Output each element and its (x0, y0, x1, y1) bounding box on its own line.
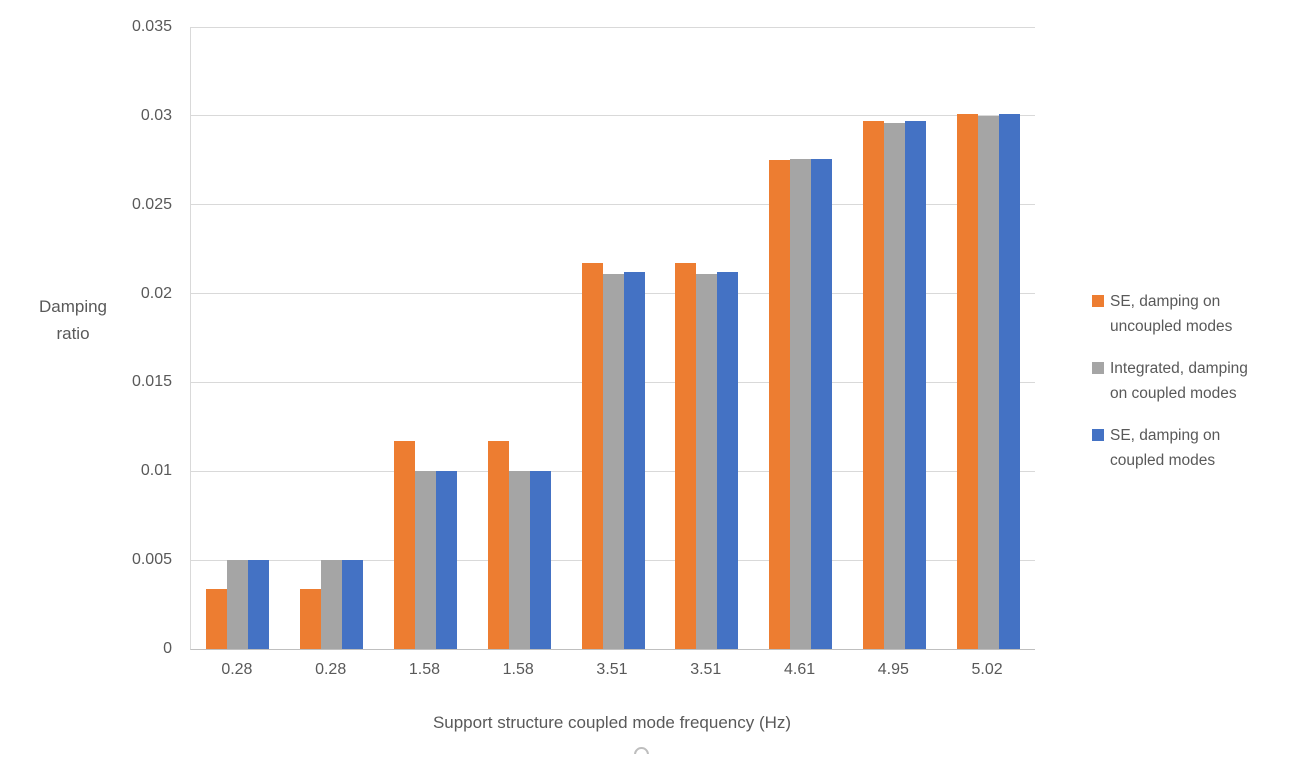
bar-series2-group5 (602, 274, 624, 649)
bar-series3-group4 (529, 471, 551, 649)
legend-item-3: SE, damping on coupled modes (1092, 423, 1296, 473)
x-tick-label: 1.58 (502, 661, 534, 678)
gridline (191, 115, 1035, 117)
cropped-text-fragment (633, 747, 649, 754)
bar-series2-group3 (414, 471, 436, 649)
bar-series3-group1 (248, 560, 270, 649)
y-axis-title: Damping ratio (38, 297, 108, 343)
y-tick-label: 0.02 (140, 284, 172, 302)
bar-series1-group6 (675, 263, 697, 649)
bar-series3-group3 (435, 471, 457, 649)
bar-series3-group7 (811, 158, 833, 649)
gridline (191, 26, 1035, 28)
y-tick-label: 0.015 (131, 373, 172, 391)
legend-label: SE, damping on coupled modes (1110, 427, 1221, 469)
bar-series1-group1 (206, 588, 228, 649)
bar-series3-group2 (342, 560, 364, 649)
legend-item-2: Integrated, damping on coupled modes (1092, 356, 1296, 406)
bar-series2-group4 (508, 471, 530, 649)
bar-series1-group2 (300, 588, 322, 649)
bar-series2-group1 (227, 560, 249, 649)
legend-marker-square (1092, 295, 1104, 307)
x-tick-label: 3.51 (690, 661, 722, 678)
y-tick-label: 0.03 (140, 106, 172, 124)
bar-series1-group5 (581, 263, 603, 649)
x-tick-label: 3.51 (596, 661, 628, 678)
legend: SE, damping on uncoupled modes Integrated… (1092, 289, 1296, 490)
bar-series3-group8 (904, 121, 926, 649)
x-tick-label: 0.28 (221, 661, 253, 678)
bar-series2-group7 (790, 158, 812, 649)
legend-label: SE, damping on uncoupled modes (1110, 293, 1233, 335)
legend-label: Integrated, damping on coupled modes (1110, 360, 1248, 402)
bar-series1-group3 (393, 441, 415, 649)
bar-series2-group6 (696, 274, 718, 649)
bar-series3-group9 (998, 114, 1020, 649)
bar-series1-group4 (487, 441, 509, 649)
y-tick-label: 0.035 (131, 18, 172, 35)
y-tick-label: 0 (163, 640, 172, 657)
bar-series3-group6 (717, 272, 739, 649)
y-tick-label: 0.005 (131, 551, 172, 569)
bar-series2-group2 (321, 560, 343, 649)
plot-area (190, 26, 1035, 650)
bar-series2-group8 (883, 122, 905, 649)
x-tick-label: 0.28 (315, 661, 347, 678)
x-tick-label: 4.61 (783, 661, 816, 678)
bar-series1-group9 (956, 114, 978, 649)
x-tick-label: 4.95 (877, 661, 909, 678)
x-tick-label: 1.58 (408, 661, 440, 678)
gridline (191, 204, 1035, 206)
partial-letter-arc (634, 747, 649, 754)
legend-marker-square (1092, 362, 1104, 374)
legend-item-1: SE, damping on uncoupled modes (1092, 289, 1296, 339)
bar-series2-group9 (977, 115, 999, 649)
y-tick-label: 0.025 (131, 195, 172, 213)
x-tick-label: 5.02 (971, 661, 1003, 678)
bar-series1-group8 (862, 121, 884, 649)
bar-series3-group5 (623, 272, 645, 649)
y-tick-label: 0.01 (140, 462, 172, 480)
legend-marker-square (1092, 429, 1104, 441)
x-axis-title: Support structure coupled mode frequency… (432, 713, 792, 732)
bar-series1-group7 (769, 160, 791, 649)
